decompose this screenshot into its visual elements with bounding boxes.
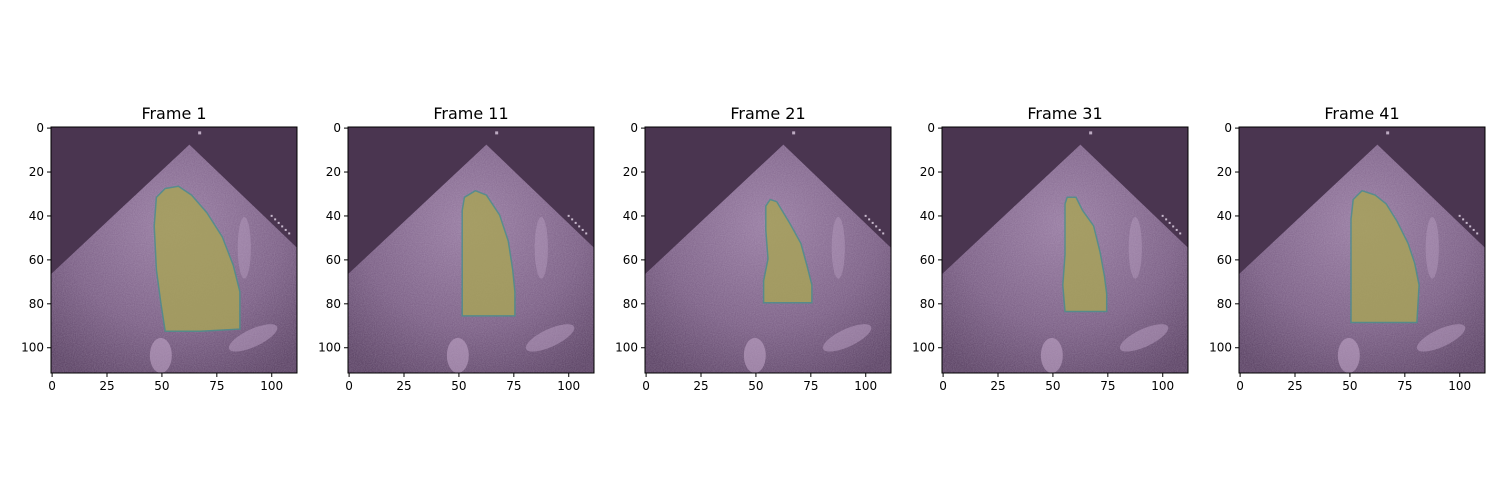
y-tick-label: 100 <box>912 341 935 355</box>
panel-title: Frame 41 <box>1324 104 1399 123</box>
lv-segmentation-mask <box>1350 189 1420 324</box>
x-tick-label: 50 <box>748 379 763 393</box>
panel-title: Frame 31 <box>1027 104 1102 123</box>
ultrasound-image <box>348 127 594 373</box>
panel-5: Frame 41 0 25 50 75 100 0 20 40 60 80 100 <box>1209 104 1486 393</box>
y-tick-label: 40 <box>623 209 638 223</box>
x-tick-label: 25 <box>693 379 708 393</box>
ultrasound-image <box>645 127 891 373</box>
y-tick-label: 100 <box>318 341 341 355</box>
y-tick-label: 60 <box>1217 253 1232 267</box>
lv-segmentation-mask <box>1062 196 1108 313</box>
y-tick-label: 0 <box>1224 121 1232 135</box>
x-tick-label: 75 <box>1397 379 1412 393</box>
x-tick-label: 50 <box>1045 379 1060 393</box>
x-tick-label: 0 <box>1236 379 1244 393</box>
y-tick-label: 0 <box>630 121 638 135</box>
y-tick-label: 100 <box>1209 341 1232 355</box>
panel-4: Frame 31 0 25 50 75 100 0 20 40 60 80 100 <box>912 104 1189 393</box>
x-tick-label: 100 <box>557 379 580 393</box>
x-tick-label: 100 <box>1151 379 1174 393</box>
x-tick-label: 75 <box>209 379 224 393</box>
axes-frame <box>50 126 298 374</box>
y-tick-label: 80 <box>623 297 638 311</box>
lv-segmentation-mask <box>153 185 241 333</box>
y-tick-label: 60 <box>623 253 638 267</box>
y-tick-label: 60 <box>920 253 935 267</box>
y-tick-label: 20 <box>29 165 44 179</box>
axes-frame <box>347 126 595 374</box>
axes-frame <box>941 126 1189 374</box>
x-tick-label: 100 <box>854 379 877 393</box>
y-tick-label: 100 <box>615 341 638 355</box>
y-tick-label: 60 <box>29 253 44 267</box>
y-tick-label: 20 <box>1217 165 1232 179</box>
panel-title: Frame 21 <box>730 104 805 123</box>
y-tick-label: 80 <box>29 297 44 311</box>
axes-frame <box>644 126 892 374</box>
x-tick-label: 50 <box>451 379 466 393</box>
y-tick-label: 0 <box>927 121 935 135</box>
axes-frame <box>1238 126 1486 374</box>
x-tick-label: 25 <box>1287 379 1302 393</box>
x-tick-label: 0 <box>48 379 56 393</box>
y-tick-label: 0 <box>36 121 44 135</box>
y-tick-label: 40 <box>29 209 44 223</box>
y-tick-label: 20 <box>623 165 638 179</box>
panel-title: Frame 1 <box>141 104 206 123</box>
y-tick-label: 40 <box>920 209 935 223</box>
panel-2: Frame 11 0 25 50 75 100 0 20 40 60 80 100 <box>318 104 595 393</box>
y-tick-label: 80 <box>326 297 341 311</box>
panel-3: Frame 21 0 25 50 75 100 0 20 40 60 80 100 <box>615 104 892 393</box>
x-tick-label: 75 <box>1100 379 1115 393</box>
x-tick-label: 100 <box>260 379 283 393</box>
lv-segmentation-mask <box>461 189 516 317</box>
y-tick-label: 60 <box>326 253 341 267</box>
x-tick-label: 75 <box>803 379 818 393</box>
y-tick-label: 40 <box>1217 209 1232 223</box>
panel-title: Frame 11 <box>433 104 508 123</box>
x-tick-label: 0 <box>642 379 650 393</box>
x-tick-label: 0 <box>345 379 353 393</box>
x-tick-label: 0 <box>939 379 947 393</box>
y-tick-label: 80 <box>920 297 935 311</box>
x-tick-label: 25 <box>396 379 411 393</box>
y-tick-label: 20 <box>920 165 935 179</box>
x-tick-label: 25 <box>99 379 114 393</box>
x-tick-label: 25 <box>990 379 1005 393</box>
y-tick-label: 40 <box>326 209 341 223</box>
y-tick-label: 0 <box>333 121 341 135</box>
ultrasound-image <box>1239 127 1485 373</box>
y-tick-label: 100 <box>21 341 44 355</box>
panel-1: Frame 1 0 25 50 75 100 0 20 40 60 80 100 <box>21 104 298 393</box>
x-tick-label: 75 <box>506 379 521 393</box>
x-tick-label: 50 <box>1342 379 1357 393</box>
y-tick-label: 20 <box>326 165 341 179</box>
lv-segmentation-mask <box>762 198 813 304</box>
x-tick-label: 50 <box>154 379 169 393</box>
y-tick-label: 80 <box>1217 297 1232 311</box>
ultrasound-image <box>942 127 1188 373</box>
ultrasound-image <box>51 127 297 373</box>
x-tick-label: 100 <box>1448 379 1471 393</box>
